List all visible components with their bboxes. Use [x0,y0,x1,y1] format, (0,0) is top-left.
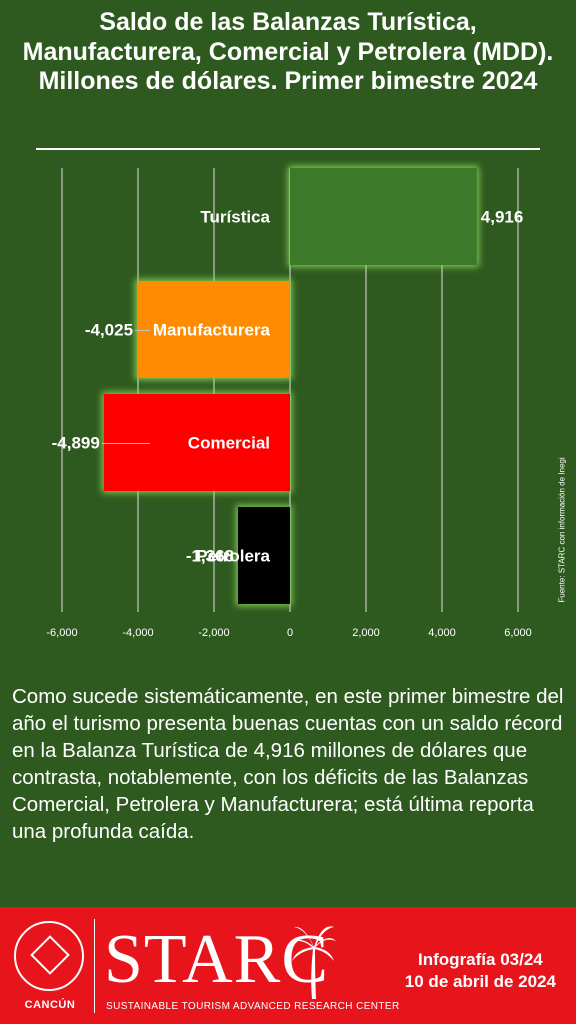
starc-tagline: SUSTAINABLE TOURISM ADVANCED RESEARCH CE… [106,1001,400,1012]
category-label: Manufacturera [153,321,271,340]
commentary-text: Como sucede sistemáticamente, en este pr… [12,685,564,844]
seal-emblem-icon [30,935,70,975]
bar-chart: Turística 4,916 -4,025 Manufacturera -4,899 C… [46,166,532,639]
title-divider [36,148,540,150]
x-tick-label: 2,000 [352,627,380,639]
university-seal-logo [14,921,84,991]
value-label: -4,025 [85,321,133,340]
value-label: 4,916 [481,208,524,227]
x-axis-ticks: -6,000 -4,000 -2,000 0 2,000 4,000 6,000 [46,627,531,639]
infographic-number: Infografía 03/24 [418,950,543,969]
x-tick-label: 4,000 [428,627,456,639]
bar-petrolera [238,507,290,604]
value-label: -1,368 [186,547,234,566]
x-tick-label: 6,000 [504,627,532,639]
category-label: Comercial [188,434,270,453]
footer-divider [94,919,95,1013]
palm-tree-icon [290,926,336,999]
bar-turística [290,168,477,265]
x-tick-label: -6,000 [46,627,77,639]
x-tick-label: -2,000 [198,627,229,639]
labels: Turística 4,916 -4,025 Manufacturera -4,899 C… [52,208,524,566]
starc-logo: STARC [104,921,330,998]
bars [101,166,479,606]
bar-comercial [103,394,290,491]
publication-date: 10 de abril de 2024 [404,972,556,992]
campus-label: CANCÚN [24,999,76,1011]
page-title: Saldo de las Balanzas Turística, Manufac… [22,8,554,95]
x-tick-label: -4,000 [122,627,153,639]
footer-banner: CANCÚN STARC SUSTAINABLE TOURISM ADVANCE… [0,907,576,1024]
x-tick-label: 0 [287,627,293,639]
category-label: Petrolera [196,547,270,566]
value-label: -4,899 [52,434,100,453]
source-note: Fuente: STARC con información de Inegi [557,457,567,603]
infographic-info: Infografía 03/24 10 de abril de 2024 [405,949,556,993]
bar-manufacturera [137,281,290,378]
category-label: Turística [200,208,270,227]
